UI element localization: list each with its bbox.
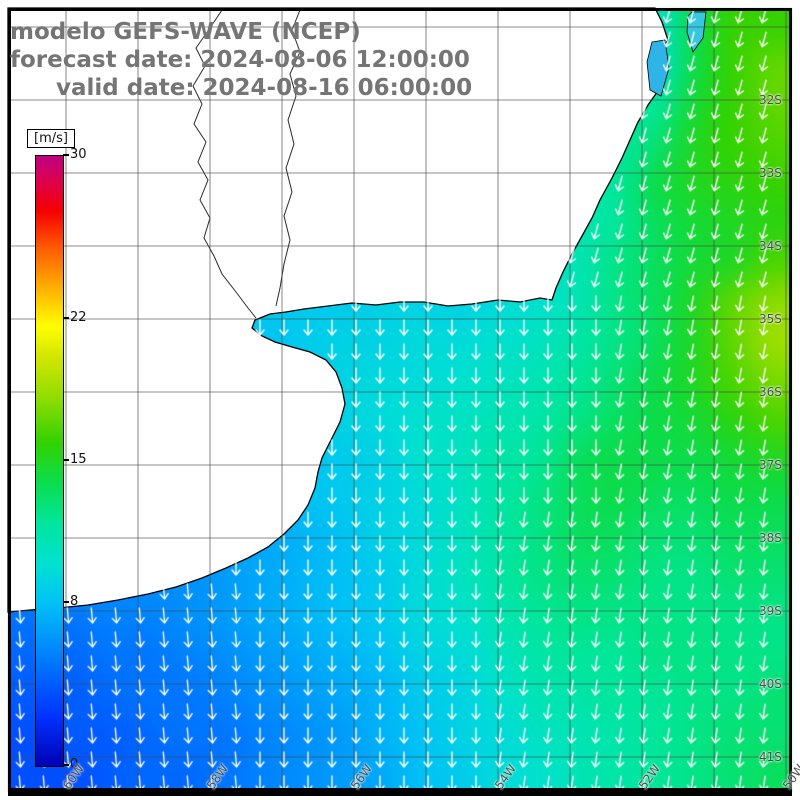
colorbar-gradient [35,155,64,767]
colorbar-tick-mark [63,601,69,604]
colorbar-tick-mark [63,764,69,766]
lat-label: 36S [759,385,782,399]
colorbar-tick-label: 0 [70,757,79,772]
forecast-date-line: forecast date: 2024-08-06 12:00:00 [10,47,470,73]
colorbar-tick-label: 8 [70,594,79,610]
lat-label: 34S [759,239,782,253]
lat-label: 33S [759,166,782,180]
lat-label: 37S [759,458,782,472]
lat-label: 38S [759,531,782,545]
colorbar-tick-label: 22 [70,309,87,325]
colorbar-tick-mark [63,459,69,461]
valid-date-line: valid date: 2024-08-16 06:00:00 [56,75,473,101]
colorbar-tick-label: 30 [70,147,87,162]
model-title: modelo GEFS-WAVE (NCEP) [10,19,361,45]
colorbar-unit-label: [m/s] [27,129,75,148]
title-block: modelo GEFS-WAVE (NCEP) forecast date: 2… [10,18,472,102]
colorbar-tick-mark [63,154,69,156]
lat-label: 40S [759,677,782,691]
lat-label: 41S [759,750,782,764]
colorbar-tick-label: 15 [70,452,87,467]
lat-label: 39S [759,604,782,618]
lat-label: 32S [759,93,782,107]
colorbar-tick-mark [63,316,69,319]
lat-label: 35S [759,312,782,326]
